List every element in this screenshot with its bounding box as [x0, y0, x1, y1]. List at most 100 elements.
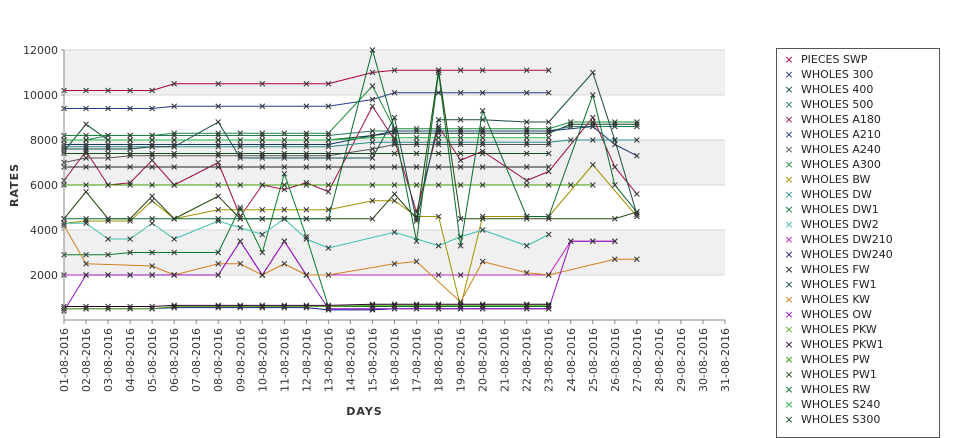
data-point: [545, 89, 552, 96]
data-point: [413, 125, 420, 132]
series-segment: [438, 72, 462, 246]
data-point: [391, 191, 398, 197]
x-tick-label: 25-08-2016: [587, 328, 600, 392]
legend-marker-icon: ×: [784, 338, 794, 351]
data-point: [281, 170, 288, 177]
data-point: [83, 220, 89, 227]
data-point: [611, 137, 618, 143]
data-point: [281, 206, 288, 213]
data-point: [413, 139, 420, 146]
series-segment: [328, 148, 373, 157]
data-point: [127, 164, 133, 170]
data-point: [171, 303, 178, 310]
data-point: [237, 238, 244, 245]
data-point: [369, 150, 376, 157]
data-point: [259, 143, 266, 150]
data-point: [83, 182, 89, 188]
data-point: [479, 148, 486, 155]
data-point: [611, 182, 618, 188]
legend-label: WHOLES 400: [801, 83, 874, 96]
legend-marker-icon: ×: [784, 98, 794, 111]
data-point: [215, 164, 222, 170]
data-point: [457, 139, 464, 146]
legend-label: WHOLES 500: [801, 98, 874, 111]
data-point: [435, 302, 442, 309]
series-segment: [63, 274, 87, 312]
data-point: [215, 103, 222, 110]
legend-item: × WHOLES PKW: [777, 322, 939, 337]
data-point: [171, 215, 178, 222]
data-point: [259, 155, 266, 161]
data-point: [303, 130, 310, 137]
legend-item: × WHOLES PW1: [777, 367, 939, 382]
line-chart: 2000 4000 6000 8000 10000 12000 01-08-2016 02-0…: [8, 44, 732, 418]
series-wholes-pw: [61, 182, 596, 188]
data-point: [457, 116, 464, 123]
data-point: [634, 137, 640, 143]
data-point: [149, 143, 155, 150]
data-point: [83, 143, 89, 150]
x-tick-label: 08-08-2016: [212, 328, 225, 392]
data-point: [479, 67, 486, 74]
data-point: [237, 150, 244, 157]
data-point: [523, 128, 530, 134]
data-point: [523, 67, 530, 74]
data-point: [589, 137, 596, 143]
series-segment: [284, 263, 307, 276]
series-segment: [416, 261, 461, 303]
y-tick-label: 6000: [30, 179, 58, 192]
data-point: [215, 143, 222, 150]
x-tick-label: 15-08-2016: [366, 328, 379, 392]
x-tick-label: 29-08-2016: [675, 328, 688, 392]
data-point: [215, 193, 222, 200]
legend-label: PIECES SWP: [801, 53, 868, 66]
series-segment: [63, 157, 87, 163]
series-segment: [592, 126, 616, 145]
data-point: [391, 134, 398, 141]
data-point: [545, 272, 552, 278]
data-point: [457, 128, 464, 134]
data-point: [127, 146, 133, 152]
data-point: [303, 150, 310, 157]
data-point: [281, 260, 288, 267]
data-point: [259, 304, 266, 311]
series-segment: [130, 146, 153, 150]
data-point: [523, 303, 530, 310]
legend-item: × WHOLES 500: [777, 97, 939, 112]
data-point: [391, 197, 398, 204]
data-point: [479, 213, 486, 220]
x-tick-label: 06-08-2016: [168, 328, 181, 392]
data-point: [391, 141, 398, 148]
data-point: [237, 143, 244, 150]
data-point: [259, 303, 266, 310]
data-point: [435, 150, 442, 157]
legend-marker-icon: ×: [784, 83, 794, 96]
x-tick-label: 02-08-2016: [80, 328, 93, 392]
data-point: [413, 218, 420, 224]
data-point: [479, 227, 486, 233]
data-point: [545, 67, 552, 74]
legend-label: WHOLES DW2: [801, 218, 879, 231]
series-segment: [460, 261, 484, 303]
data-point: [325, 80, 332, 87]
data-point: [325, 152, 332, 159]
data-point: [171, 236, 178, 242]
data-point: [589, 161, 596, 168]
data-point: [105, 137, 111, 143]
legend-item: × WHOLES PKW1: [777, 337, 939, 352]
legend-marker-icon: ×: [784, 398, 794, 411]
data-point: [105, 236, 111, 242]
data-point: [149, 150, 155, 157]
data-point: [523, 269, 530, 276]
series-wholes-s300: [61, 150, 552, 157]
data-point: [303, 233, 310, 240]
series-segment: [173, 195, 219, 220]
series-segment: [592, 94, 616, 186]
data-point: [105, 150, 111, 157]
series-segment: [548, 240, 572, 276]
data-point: [435, 242, 442, 249]
x-tick-label: 17-08-2016: [411, 328, 424, 392]
data-point: [303, 236, 310, 242]
data-point: [215, 80, 222, 87]
data-point: [303, 143, 310, 150]
